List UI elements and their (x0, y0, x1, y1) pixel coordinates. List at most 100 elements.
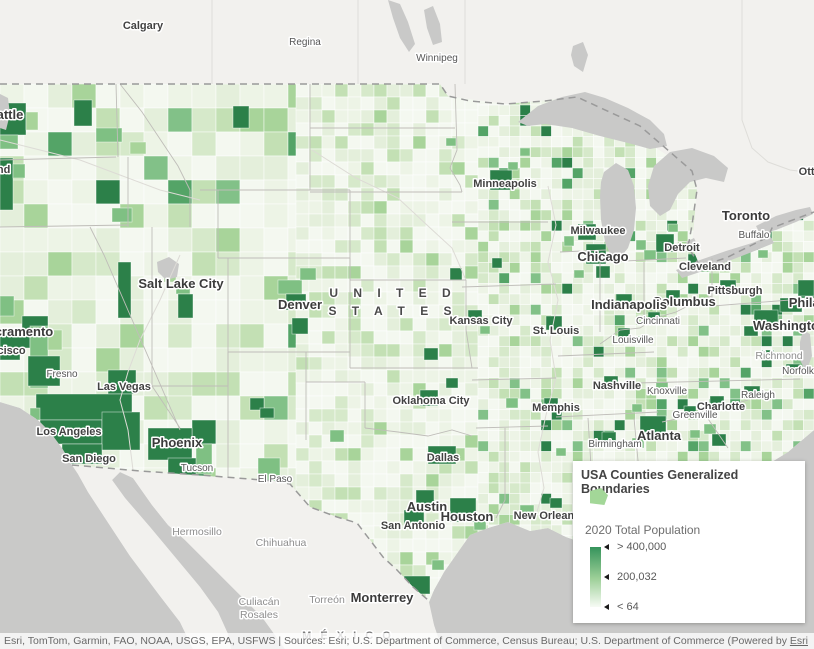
lake (424, 6, 442, 45)
city-label-dallas: Dallas (427, 452, 459, 464)
country-label-s-t-a-t-e-s: S T A T E S (328, 304, 457, 318)
city-label-san-antonio: San Antonio (381, 520, 446, 532)
city-label-houston: Houston (441, 509, 494, 524)
lake (756, 207, 813, 234)
state-boundary (635, 378, 801, 384)
legend-panel: USA Counties Generalized Boundaries 2020… (573, 461, 805, 623)
city-label-seattle: Seattle (0, 107, 23, 122)
city-label-toronto: Toronto (722, 208, 770, 223)
city-label-rosales: Rosales (240, 609, 278, 621)
city-label-san-diego: San Diego (62, 453, 116, 465)
city-label-washington: Washington (753, 318, 814, 333)
ramp-tick-icon (604, 544, 609, 550)
state-boundary (599, 295, 713, 345)
state-boundary (0, 156, 117, 161)
city-label-monterrey: Monterrey (351, 590, 415, 605)
lake (0, 94, 10, 130)
city-label-pittsburgh: Pittsburgh (708, 285, 763, 297)
city-label-new-orleans: New Orleans (514, 510, 581, 522)
city-label-cleveland: Cleveland (679, 261, 731, 273)
city-label-indianapolis: Indianapolis (591, 297, 667, 312)
city-label-austin: Austin (407, 499, 448, 514)
state-boundary (449, 83, 463, 193)
legend-stop-mid: 200,032 (617, 571, 657, 583)
attribution-sources: Esri, TomTom, Garmin, FAO, NOAA, USGS, E… (4, 635, 732, 647)
state-boundary (119, 83, 191, 191)
attribution-bar: Esri, TomTom, Garmin, FAO, NOAA, USGS, E… (0, 633, 814, 649)
city-label-portland: Portland (0, 164, 10, 176)
lake (800, 330, 812, 372)
city-label-atlanta: Atlanta (637, 428, 682, 443)
city-label-milwaukee: Milwaukee (570, 225, 625, 237)
city-label-knoxville: Knoxville (647, 386, 687, 397)
city-label-tucson: Tucson (181, 463, 213, 474)
state-boundary (364, 427, 473, 437)
ramp-tick-icon (604, 604, 609, 610)
city-label-san-francisco: San Francisco (0, 345, 26, 357)
lake (388, 0, 415, 52)
state-boundary (701, 409, 729, 449)
lake (676, 236, 774, 278)
city-label-charlotte: Charlotte (697, 401, 745, 413)
state-boundary (0, 224, 129, 228)
lake (600, 163, 636, 258)
legend-field-label: 2020 Total Population (585, 523, 701, 537)
country-label-u-n-i-t-e-d: U N I T E D (329, 286, 456, 300)
state-boundary (89, 226, 181, 431)
state-boundary (603, 257, 687, 263)
international-border (71, 464, 429, 601)
esri-link[interactable]: Esri (789, 635, 808, 647)
city-label-sacramento: Sacramento (0, 324, 53, 339)
city-label-louisville: Louisville (612, 335, 654, 346)
city-label-regina: Regina (289, 37, 321, 48)
city-label-columbus: Columbus (652, 294, 716, 309)
city-label-calgary: Calgary (123, 20, 164, 32)
legend-stop-max: > 400,000 (617, 541, 667, 553)
city-label-ottawa: Ottawa (799, 166, 814, 178)
state-boundary (557, 351, 655, 357)
city-label-st-louis: St. Louis (533, 325, 579, 337)
city-label-salt-lake-city: Salt Lake City (138, 276, 224, 291)
city-label-winnipeg: Winnipeg (416, 53, 458, 64)
city-label-culiac-n: Culiacán (239, 596, 280, 608)
state-boundary (461, 283, 557, 288)
state-boundary (495, 428, 506, 519)
city-label-fresno: Fresno (46, 369, 78, 380)
lake (571, 42, 588, 72)
city-label-chicago: Chicago (577, 249, 628, 264)
city-label-cincinnati: Cincinnati (636, 316, 680, 327)
state-boundary (151, 385, 181, 429)
city-label-minneapolis: Minneapolis (473, 178, 537, 190)
legend-stop-min: < 64 (617, 601, 639, 613)
city-label-philadelphia: Philadelphia (789, 295, 814, 310)
lake (518, 92, 667, 149)
city-label-norfolk: Norfolk (782, 366, 814, 377)
legend-color-ramp (590, 547, 601, 607)
state-boundary (559, 249, 607, 253)
polygon-symbol-icon (590, 488, 608, 505)
city-label-torre-n: Torreón (309, 594, 345, 606)
city-label-chihuahua: Chihuahua (256, 537, 307, 549)
city-label-los-angeles: Los Angeles (37, 426, 102, 438)
city-label-phoenix: Phoenix (152, 435, 203, 450)
city-label-kansas-city: Kansas City (450, 315, 514, 327)
city-label-detroit: Detroit (664, 242, 700, 254)
ramp-tick-icon (604, 574, 609, 580)
legend-title: USA Counties Generalized Boundaries (581, 468, 739, 496)
city-label-raleigh: Raleigh (741, 390, 775, 401)
city-label-las-vegas: Las Vegas (97, 381, 151, 393)
city-label-denver: Denver (278, 297, 322, 312)
state-boundary (661, 399, 749, 423)
state-boundary (115, 83, 119, 158)
city-label-nashville: Nashville (593, 380, 641, 392)
city-label-el-paso: El Paso (258, 474, 293, 485)
city-label-buffalo: Buffalo (739, 230, 770, 241)
canada-region (0, 0, 814, 266)
state-boundary (471, 377, 557, 381)
city-label-memphis: Memphis (532, 402, 580, 414)
powered-by: Powered by Esri (731, 635, 808, 647)
lake (157, 257, 179, 280)
state-boundary (475, 425, 549, 429)
state-boundary (555, 411, 659, 418)
